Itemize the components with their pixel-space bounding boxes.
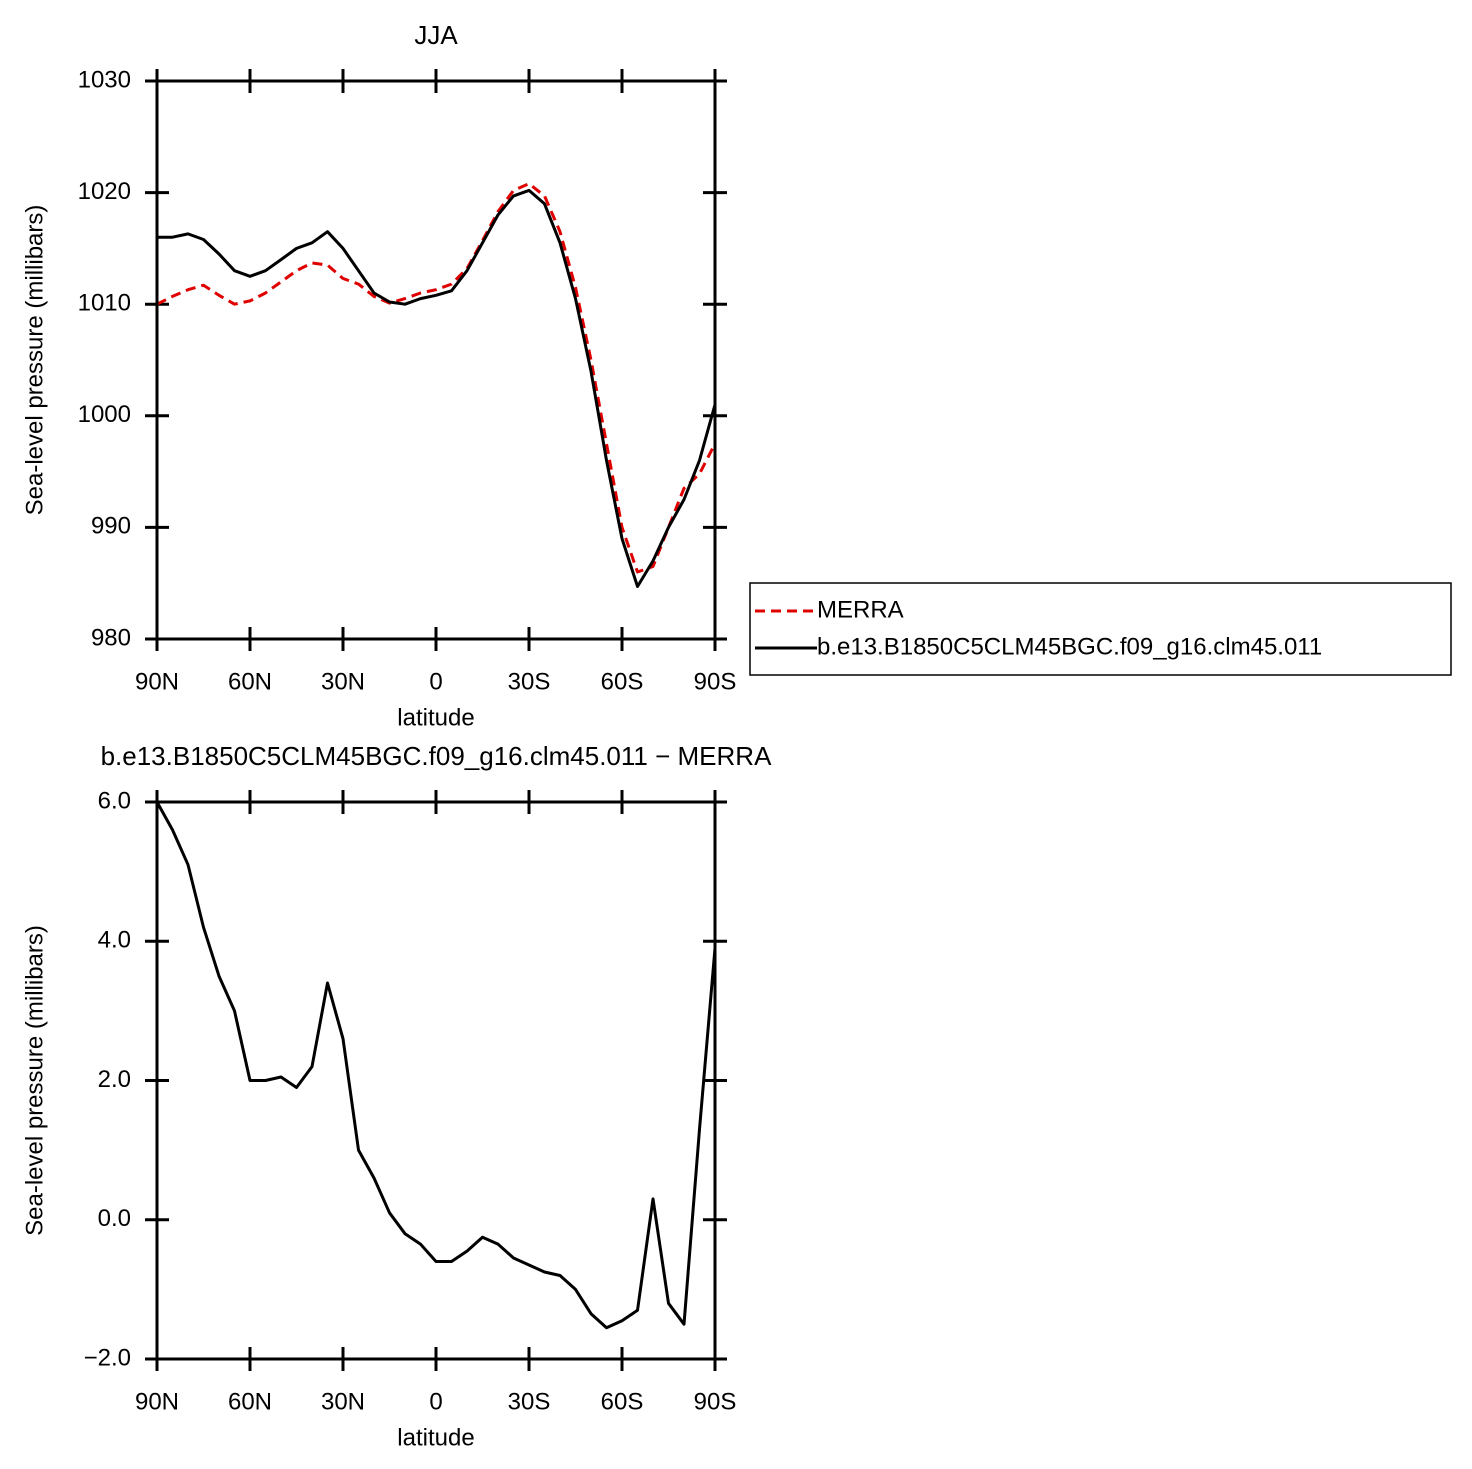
plot-frame: [155, 79, 717, 641]
x-tick-label: 60N: [228, 1388, 272, 1415]
y-tick-label: 980: [91, 624, 131, 651]
x-tick-label: 30S: [508, 1388, 551, 1415]
x-axis-label: latitude: [397, 1424, 474, 1451]
x-tick-label: 60S: [601, 1388, 644, 1415]
x-tick-label: 60S: [601, 668, 644, 695]
x-tick-label: 60N: [228, 668, 272, 695]
x-tick-label: 90S: [694, 668, 737, 695]
x-tick-label: 30N: [321, 668, 365, 695]
y-tick-label: 1030: [78, 66, 131, 93]
y-tick-label: 4.0: [98, 927, 131, 954]
x-tick-label: 90S: [694, 1388, 737, 1415]
y-axis-label: Sea-level pressure (millibars): [21, 925, 48, 1236]
x-tick-label: 0: [429, 1388, 442, 1415]
y-axis-label: Sea-level pressure (millibars): [21, 205, 48, 516]
series-line: [157, 188, 717, 588]
chart-title: JJA: [414, 20, 458, 50]
legend-label: b.e13.B1850C5CLM45BGC.f09_g16.clm45.011: [817, 633, 1322, 660]
x-axis-label: latitude: [397, 704, 474, 731]
x-tick-label: 90N: [135, 668, 179, 695]
y-tick-label: 1020: [78, 178, 131, 205]
legend-box: [749, 582, 1452, 676]
y-tick-label: 0.0: [98, 1205, 131, 1232]
y-tick-label: 990: [91, 513, 131, 540]
x-tick-label: 30S: [508, 668, 551, 695]
y-tick-label: 2.0: [98, 1066, 131, 1093]
y-tick-label: 1000: [78, 401, 131, 428]
y-tick-label: 1010: [78, 290, 131, 317]
chart-title: b.e13.B1850C5CLM45BGC.f09_g16.clm45.011 …: [101, 741, 773, 771]
series-line: [155, 801, 717, 1330]
x-tick-label: 90N: [135, 1388, 179, 1415]
legend-label: MERRA: [817, 596, 904, 623]
y-tick-label: −2.0: [84, 1344, 131, 1371]
y-tick-label: 6.0: [98, 787, 131, 814]
series-line: [156, 182, 717, 574]
x-tick-label: 30N: [321, 1388, 365, 1415]
plot-frame: [155, 800, 717, 1361]
x-tick-label: 0: [429, 668, 442, 695]
